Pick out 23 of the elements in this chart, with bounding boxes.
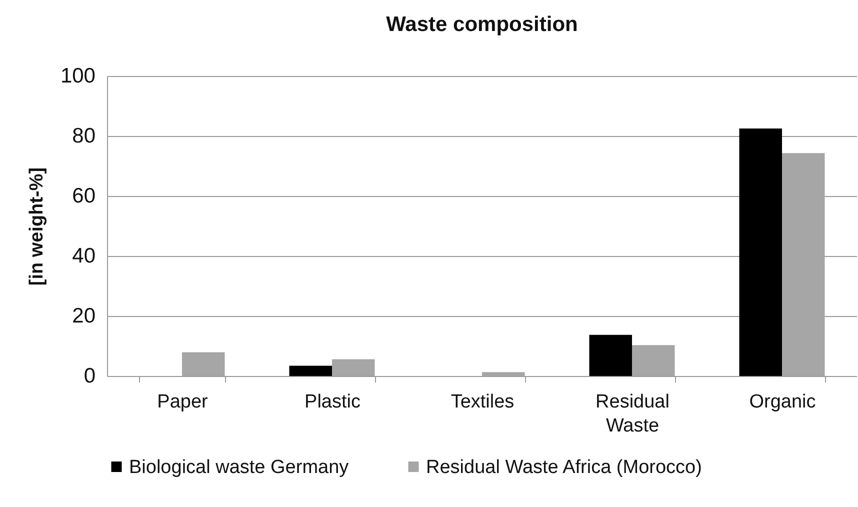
y-tick-label: 100 [60, 64, 96, 88]
y-tick-label: 0 [84, 364, 96, 388]
y-tick-label: 80 [72, 124, 96, 148]
legend-label: Biological waste Germany [129, 456, 350, 478]
bar [332, 359, 375, 376]
y-tick-label: 40 [72, 244, 96, 268]
bar [782, 153, 825, 376]
x-tick-label: Plastic [304, 392, 360, 412]
bar [589, 334, 632, 376]
x-tick-label: Textiles [450, 392, 514, 412]
bar [289, 366, 332, 376]
x-tick-label: Organic [749, 392, 816, 412]
y-tick-label: 20 [72, 304, 96, 328]
bar [482, 372, 525, 376]
bar [632, 345, 675, 376]
x-tick-label: Residual Waste [596, 392, 670, 436]
chart-title: Waste composition [386, 13, 578, 36]
bar [182, 352, 225, 376]
legend-label: Residual Waste Africa (Morocco) [426, 456, 702, 478]
x-tick-label: Paper [157, 392, 209, 412]
y-tick-label: 60 [72, 184, 96, 208]
bar [739, 128, 782, 376]
y-axis-title: [in weight-%] [26, 167, 48, 286]
